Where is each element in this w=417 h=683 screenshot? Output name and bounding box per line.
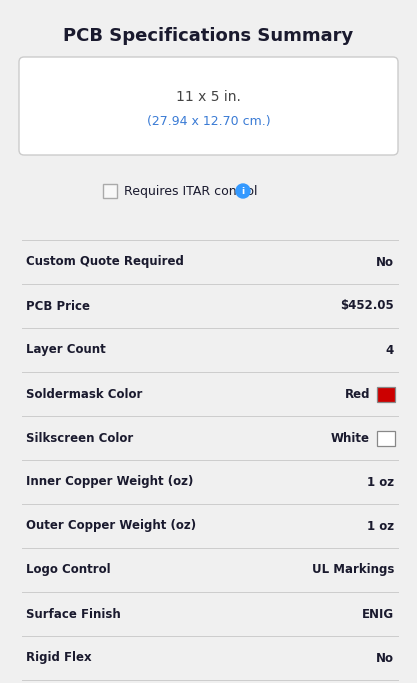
Text: Logo Control: Logo Control	[26, 563, 111, 576]
Text: PCB Specifications Summary: PCB Specifications Summary	[63, 27, 354, 45]
Text: No: No	[376, 255, 394, 268]
Text: Surface Finish: Surface Finish	[26, 607, 121, 620]
Text: Outer Copper Weight (oz): Outer Copper Weight (oz)	[26, 520, 196, 533]
Text: Custom Quote Required: Custom Quote Required	[26, 255, 184, 268]
Text: Red: Red	[344, 387, 370, 400]
Text: (27.94 x 12.70 cm.): (27.94 x 12.70 cm.)	[147, 115, 270, 128]
Text: PCB Price: PCB Price	[26, 300, 90, 313]
Bar	[377, 430, 395, 445]
Bar	[377, 387, 395, 402]
Text: 11 x 5 in.: 11 x 5 in.	[176, 90, 241, 104]
Circle shape	[236, 184, 250, 198]
Bar	[103, 184, 117, 198]
Text: White: White	[331, 432, 370, 445]
Text: Inner Copper Weight (oz): Inner Copper Weight (oz)	[26, 475, 193, 488]
Text: Rigid Flex: Rigid Flex	[26, 652, 92, 665]
Text: Soldermask Color: Soldermask Color	[26, 387, 142, 400]
Text: Layer Count: Layer Count	[26, 344, 106, 357]
FancyBboxPatch shape	[19, 57, 398, 155]
Text: 1 oz: 1 oz	[367, 475, 394, 488]
Text: i: i	[241, 186, 244, 196]
Text: UL Markings: UL Markings	[311, 563, 394, 576]
Text: 1 oz: 1 oz	[367, 520, 394, 533]
Text: Requires ITAR control: Requires ITAR control	[124, 184, 258, 197]
Text: $452.05: $452.05	[340, 300, 394, 313]
Text: No: No	[376, 652, 394, 665]
Text: ENIG: ENIG	[362, 607, 394, 620]
Text: Silkscreen Color: Silkscreen Color	[26, 432, 133, 445]
Text: 4: 4	[386, 344, 394, 357]
